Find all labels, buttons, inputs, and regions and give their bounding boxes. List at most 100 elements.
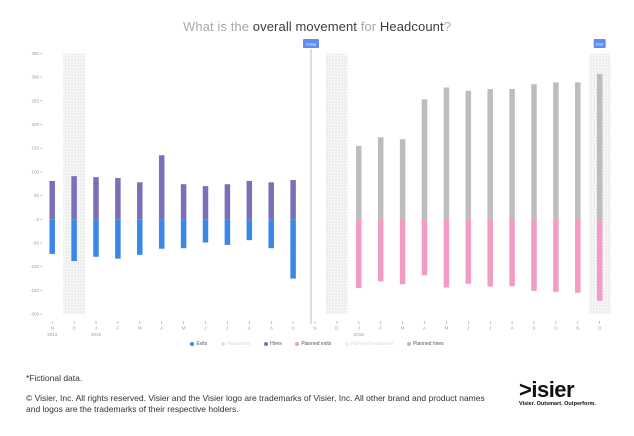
bar-exits[interactable] <box>290 219 296 279</box>
bar-planned-exits[interactable] <box>377 219 384 282</box>
legend-item-exits[interactable]: Exits <box>190 341 207 347</box>
bar-planned-exits[interactable] <box>487 219 493 287</box>
legend-swatch-icon <box>264 342 269 346</box>
x-tick-label: M <box>445 326 449 331</box>
bars <box>49 73 603 301</box>
bar-planned-hires[interactable] <box>531 84 537 220</box>
y-tick-label: 250 <box>31 98 39 103</box>
x-year-label: 2014 <box>47 332 58 337</box>
bar-planned-hires[interactable] <box>465 90 472 220</box>
bar-exits[interactable] <box>224 219 231 245</box>
logo-tagline: Visier. Outsmart. Outperform. <box>519 401 596 407</box>
bar-exits[interactable] <box>246 219 253 241</box>
bar-hires[interactable] <box>158 155 165 220</box>
bar-planned-exits[interactable] <box>421 219 428 276</box>
bar-exits[interactable] <box>71 219 77 262</box>
bar-hires[interactable] <box>137 182 143 220</box>
bar-planned-exits[interactable] <box>509 219 515 287</box>
bar-planned-exits[interactable] <box>575 219 581 293</box>
hatch-region <box>325 53 348 315</box>
title-mid: for <box>357 19 380 34</box>
x-tick-label: D <box>598 326 602 331</box>
today-marker[interactable]: Today <box>303 39 319 48</box>
legend-item-hires[interactable]: Hires <box>264 341 282 347</box>
y-tick-label: 100 <box>31 169 39 174</box>
legend-item-planned-headcount[interactable]: Planned headcount <box>344 341 394 347</box>
x-tick-label: D <box>72 326 76 331</box>
bar-hires[interactable] <box>49 180 55 220</box>
footnote: *Fictional data. <box>26 373 83 383</box>
copyright-notice: © Visier, Inc. All rights reserved. Visi… <box>26 393 485 414</box>
bar-hires[interactable] <box>93 177 99 220</box>
bar-planned-hires[interactable] <box>443 87 450 220</box>
legend-swatch-icon <box>407 342 412 346</box>
bar-planned-exits[interactable] <box>596 219 603 301</box>
bar-exits[interactable] <box>202 219 209 243</box>
x-tick-label: N <box>313 326 316 331</box>
x-tick-label: F <box>117 326 120 331</box>
title-subject: Headcount <box>379 19 444 34</box>
bar-planned-exits[interactable] <box>443 219 450 288</box>
y-tick-label: -100 <box>30 264 40 269</box>
bar-hires[interactable] <box>202 186 209 220</box>
x-tick-label: M <box>138 326 142 331</box>
bar-hires[interactable] <box>268 182 274 220</box>
visier-logo: >isier Visier. Outsmart. Outperform. <box>519 377 607 408</box>
bar-planned-hires[interactable] <box>596 73 603 220</box>
y-tick-label: -200 <box>30 312 40 317</box>
bar-planned-hires[interactable] <box>553 82 559 220</box>
legend-item-planned-exits[interactable]: Planned exits <box>295 341 331 347</box>
bar-planned-hires[interactable] <box>487 88 493 220</box>
legend-swatch-icon <box>295 342 300 346</box>
logo-wordmark: >isier <box>519 377 575 402</box>
bar-planned-exits[interactable] <box>531 219 537 291</box>
x-tick-label: S <box>270 326 273 331</box>
x-axis: N D J F M A M J J A S O N D J F M A M J J A S O N D 2014 2015 2016 <box>47 321 602 337</box>
bar-planned-hires[interactable] <box>399 139 406 220</box>
bar-planned-exits[interactable] <box>399 219 406 285</box>
end-label: End <box>596 42 603 47</box>
bar-hires[interactable] <box>224 184 231 220</box>
y-tick-label: 350 <box>31 51 39 56</box>
y-tick-label: 0 <box>36 217 39 222</box>
x-tick-label: N <box>51 326 54 331</box>
x-tick-label: J <box>489 326 491 331</box>
legend-item-planned-hires[interactable]: Planned hires <box>407 341 444 347</box>
bar-exits[interactable] <box>180 219 187 249</box>
bar-exits[interactable] <box>115 219 121 259</box>
bar-exits[interactable] <box>49 219 55 254</box>
x-tick-label: D <box>335 326 339 331</box>
bar-planned-hires[interactable] <box>377 137 384 220</box>
bar-planned-hires[interactable] <box>509 88 515 220</box>
title-suffix: ? <box>443 19 452 34</box>
bar-planned-exits[interactable] <box>465 219 472 284</box>
x-tick-label: A <box>160 326 163 331</box>
x-tick-label: M <box>401 326 405 331</box>
bar-planned-hires[interactable] <box>575 82 581 220</box>
bar-hires[interactable] <box>180 184 187 220</box>
bar-planned-exits[interactable] <box>356 219 362 289</box>
x-tick-label: A <box>248 326 251 331</box>
bar-exits[interactable] <box>158 219 165 249</box>
x-tick-label: J <box>467 326 469 331</box>
bar-hires[interactable] <box>246 180 253 220</box>
bar-hires[interactable] <box>71 176 77 220</box>
bar-exits[interactable] <box>93 219 99 257</box>
bar-exits[interactable] <box>268 219 274 249</box>
bar-planned-hires[interactable] <box>356 145 362 220</box>
bar-planned-exits[interactable] <box>553 219 559 292</box>
bar-planned-hires[interactable] <box>421 99 428 220</box>
x-tick-label: O <box>291 326 295 331</box>
y-tick-label: -50 <box>32 241 39 246</box>
end-marker[interactable]: End <box>593 39 606 48</box>
x-tick-label: N <box>576 326 579 331</box>
chart-legend: Exits Headcount Hires Planned exits Plan… <box>0 341 634 347</box>
bar-hires[interactable] <box>290 179 296 220</box>
y-tick-label: 300 <box>31 75 39 80</box>
x-tick-label: A <box>423 326 426 331</box>
bar-exits[interactable] <box>137 219 143 255</box>
bar-hires[interactable] <box>115 178 121 220</box>
x-tick-label: M <box>182 326 186 331</box>
legend-swatch-icon <box>344 342 349 346</box>
legend-item-headcount[interactable]: Headcount <box>220 341 251 347</box>
